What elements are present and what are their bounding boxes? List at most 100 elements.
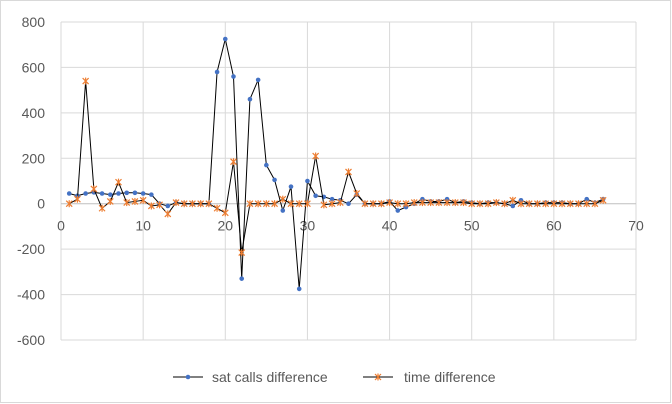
y-tick-label: 600 bbox=[22, 59, 46, 75]
legend-item: sat calls difference bbox=[173, 369, 328, 385]
x-tick-label: 70 bbox=[628, 218, 644, 234]
series-0 bbox=[66, 36, 606, 292]
series-1 bbox=[65, 77, 607, 257]
data-point bbox=[295, 200, 303, 208]
data-point bbox=[164, 210, 172, 218]
data-point bbox=[599, 196, 607, 204]
y-tick-label: -200 bbox=[17, 241, 45, 257]
data-point bbox=[279, 195, 287, 203]
data-point bbox=[509, 196, 517, 204]
data-point bbox=[238, 249, 246, 257]
data-point bbox=[346, 201, 351, 207]
data-point bbox=[246, 200, 254, 208]
data-point bbox=[74, 195, 81, 203]
data-point bbox=[139, 196, 147, 204]
data-point bbox=[149, 192, 154, 197]
legend: sat calls difference time difference bbox=[173, 369, 496, 385]
data-point bbox=[99, 191, 105, 196]
data-point bbox=[123, 199, 131, 207]
data-point bbox=[451, 199, 459, 207]
data-point bbox=[156, 201, 163, 209]
data-point bbox=[222, 36, 228, 42]
data-point bbox=[402, 200, 410, 208]
data-point bbox=[106, 197, 114, 205]
data-point bbox=[140, 191, 146, 196]
data-point bbox=[287, 200, 295, 208]
data-point bbox=[116, 191, 121, 196]
data-point bbox=[213, 204, 221, 212]
data-point bbox=[427, 199, 435, 207]
y-tick-label: -400 bbox=[17, 287, 45, 303]
data-point bbox=[147, 202, 155, 210]
data-point bbox=[132, 190, 138, 196]
data-point bbox=[107, 192, 113, 197]
data-point bbox=[517, 200, 525, 208]
data-point bbox=[558, 200, 566, 208]
x-tick-label: 20 bbox=[217, 218, 233, 234]
data-point bbox=[239, 276, 245, 281]
data-point bbox=[575, 200, 582, 208]
data-point bbox=[65, 200, 73, 208]
data-point bbox=[525, 200, 533, 208]
data-point bbox=[180, 200, 188, 208]
series-line bbox=[69, 38, 604, 289]
y-tick-label: 0 bbox=[37, 196, 45, 212]
data-point bbox=[305, 178, 310, 184]
data-point bbox=[221, 209, 229, 217]
data-point bbox=[90, 185, 98, 193]
data-point bbox=[296, 286, 302, 292]
data-point bbox=[272, 177, 277, 183]
y-tick-label: 800 bbox=[22, 14, 46, 30]
data-point bbox=[185, 374, 191, 380]
data-point bbox=[262, 200, 270, 208]
data-point bbox=[492, 199, 500, 207]
data-point bbox=[534, 200, 541, 208]
data-point bbox=[312, 152, 320, 160]
data-point bbox=[131, 197, 139, 205]
gridlines bbox=[60, 21, 637, 341]
data-point bbox=[230, 158, 237, 166]
data-point bbox=[115, 178, 122, 186]
data-point bbox=[254, 200, 262, 208]
data-point bbox=[66, 191, 72, 196]
data-point bbox=[329, 196, 335, 202]
data-point bbox=[345, 168, 352, 176]
axes: -600 -400 -200 0 200 400 600 800 0 10 20 30 40 50 60 70 bbox=[17, 14, 644, 348]
legend-label: sat calls difference bbox=[212, 369, 328, 385]
data-point bbox=[264, 162, 269, 168]
data-point bbox=[484, 200, 492, 208]
data-point bbox=[280, 208, 286, 213]
data-point bbox=[501, 200, 508, 208]
data-point bbox=[313, 193, 318, 199]
data-point bbox=[583, 200, 591, 208]
data-point bbox=[336, 199, 344, 207]
x-tick-label: 0 bbox=[57, 218, 65, 234]
x-tick-label: 40 bbox=[382, 218, 398, 234]
data-point bbox=[394, 200, 402, 208]
data-point bbox=[369, 200, 377, 208]
data-point bbox=[377, 200, 385, 208]
data-point bbox=[214, 69, 220, 75]
legend-label: time difference bbox=[404, 369, 496, 385]
data-point bbox=[189, 200, 196, 208]
data-point bbox=[271, 200, 278, 208]
data-point bbox=[584, 196, 590, 202]
data-point bbox=[386, 199, 393, 207]
data-point bbox=[443, 199, 451, 207]
data-point bbox=[361, 200, 369, 208]
data-point bbox=[247, 96, 253, 102]
data-point bbox=[304, 200, 311, 208]
x-tick-label: 10 bbox=[135, 218, 151, 234]
data-point bbox=[165, 203, 171, 209]
y-tick-label: 200 bbox=[22, 150, 46, 166]
data-point bbox=[320, 201, 328, 209]
data-point bbox=[419, 199, 426, 207]
data-point bbox=[288, 184, 294, 189]
series bbox=[65, 36, 607, 292]
y-tick-label: 400 bbox=[22, 105, 46, 121]
data-point bbox=[550, 200, 558, 208]
data-point bbox=[510, 203, 516, 209]
x-tick-label: 50 bbox=[464, 218, 480, 234]
